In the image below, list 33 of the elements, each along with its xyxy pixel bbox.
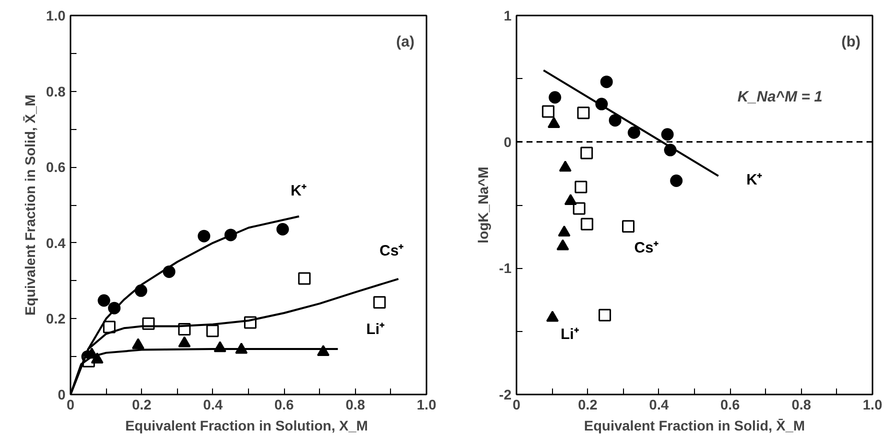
y-axis-title: logK_Na^M bbox=[475, 166, 492, 244]
annotation: (a) bbox=[396, 34, 415, 50]
x-tick-label: 0.6 bbox=[274, 396, 294, 412]
y-tick-label: 0.2 bbox=[46, 310, 66, 327]
x-tick-label: 1.0 bbox=[862, 396, 882, 412]
y-tick-label: 0 bbox=[58, 386, 66, 402]
y-tick-label: 1 bbox=[504, 8, 512, 24]
x-tick-label: 0.2 bbox=[578, 396, 598, 412]
y-tick-label: 0.6 bbox=[46, 159, 66, 176]
annotation: (b) bbox=[841, 34, 861, 50]
x-tick-label: 0.8 bbox=[346, 396, 366, 412]
x-tick-label: 0.2 bbox=[132, 396, 152, 412]
text: K⁺ bbox=[746, 172, 762, 189]
text: Li⁺ bbox=[366, 321, 385, 338]
y-tick-label: 0.4 bbox=[46, 234, 66, 251]
x-tick-label: 0.4 bbox=[649, 396, 669, 412]
y-tick-label: -2 bbox=[499, 386, 512, 402]
y-tick-label: 1.0 bbox=[46, 8, 66, 24]
annotation: K_Na^M = 1 bbox=[737, 88, 823, 106]
x-tick-label: 0.6 bbox=[720, 396, 740, 412]
y-tick-label: 0 bbox=[504, 134, 512, 150]
series-label: K⁺ bbox=[290, 182, 307, 200]
x-axis-title: Equivalent Fraction in Solid, X̄_M bbox=[584, 418, 805, 434]
series-label: Li⁺ bbox=[560, 326, 579, 344]
y-tick-label: 0.8 bbox=[46, 83, 66, 100]
series-label: Cs⁺ bbox=[634, 239, 658, 256]
x-axis-title: Equivalent Fraction in Solution, X_M bbox=[125, 418, 368, 434]
x-tick-label: 1.0 bbox=[416, 396, 436, 412]
y-tick-label: -1 bbox=[499, 260, 512, 276]
x-tick-label: 0.8 bbox=[792, 396, 812, 412]
text: Cs⁺ bbox=[380, 242, 404, 260]
x-tick-label: 0.4 bbox=[203, 396, 223, 412]
y-axis-title: Equivalent Fraction in Solid, X̄_M bbox=[22, 94, 38, 316]
